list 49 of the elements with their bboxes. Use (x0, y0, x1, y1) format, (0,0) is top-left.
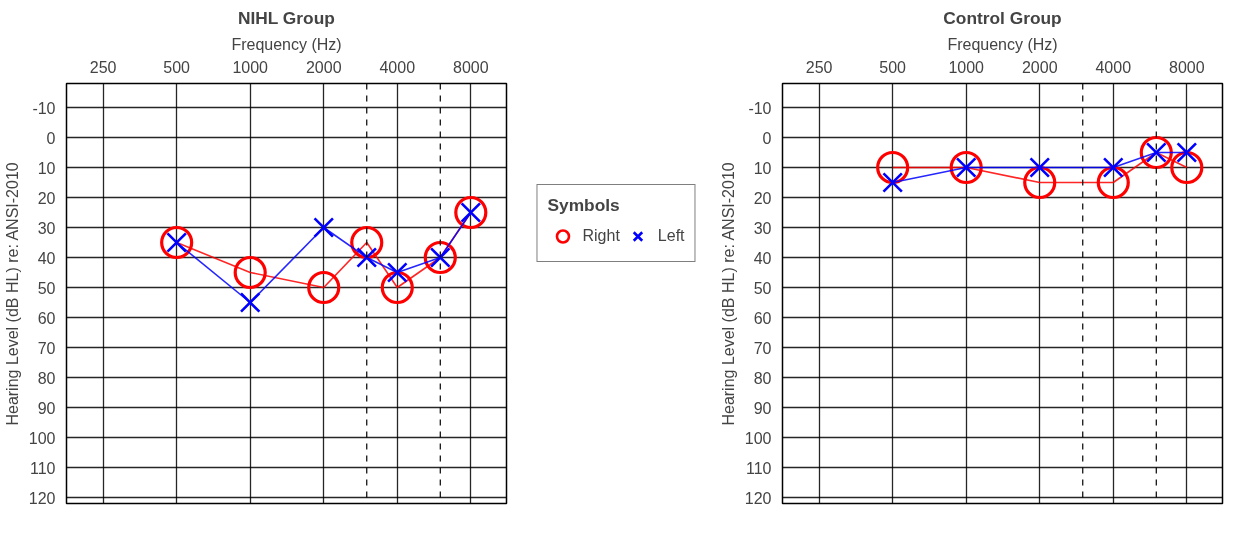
legend-label: Left (657, 226, 685, 245)
chart-title: Control Group (943, 7, 1062, 28)
x-tick-label: 500 (879, 58, 907, 76)
y-tick-label: 60 (753, 309, 772, 327)
y-tick-label: 20 (37, 189, 56, 207)
y-tick-label: 40 (753, 249, 772, 267)
x-tick-label: 500 (163, 58, 191, 76)
x-tick-label: 8000 (453, 58, 489, 76)
y-tick-label: 120 (28, 489, 56, 507)
x-tick-label: 8000 (1169, 58, 1205, 76)
x-tick-label: 2000 (1021, 58, 1058, 76)
y-tick-label: 0 (46, 129, 56, 147)
y-tick-label: 50 (753, 279, 772, 297)
y-tick-label: 70 (753, 339, 772, 357)
y-tick-label: 80 (753, 369, 772, 387)
y-axis-title: Hearing Level (dB HL) re: ANSI-2010 (3, 162, 21, 426)
y-tick-label: 100 (744, 429, 772, 447)
y-tick-label: 30 (37, 219, 56, 237)
x-tick-label: 1000 (948, 58, 985, 76)
y-tick-label: 40 (37, 249, 56, 267)
chart-title: NIHL Group (237, 7, 335, 28)
x-tick-label: 4000 (1095, 58, 1132, 76)
y-axis-title: Hearing Level (dB HL) re: ANSI-2010 (719, 162, 737, 426)
y-tick-label: 20 (753, 189, 772, 207)
x-axis-title: Frequency (Hz) (231, 35, 342, 53)
y-tick-label: 10 (37, 159, 56, 177)
x-axis-title: Frequency (Hz) (947, 35, 1058, 53)
y-tick-label: 100 (28, 429, 56, 447)
x-tick-label: 1000 (232, 58, 269, 76)
y-tick-label: 60 (37, 309, 56, 327)
y-tick-label: 10 (753, 159, 772, 177)
y-tick-label: 90 (753, 399, 772, 417)
y-tick-label: 110 (29, 459, 56, 477)
legend-title: Symbols (547, 194, 621, 216)
y-tick-label: 110 (745, 459, 772, 477)
y-tick-label: 30 (753, 219, 772, 237)
y-tick-label: 50 (37, 279, 56, 297)
legend-label: Right (582, 226, 620, 245)
x-tick-label: 2000 (305, 58, 342, 76)
y-tick-label: -10 (748, 99, 772, 117)
x-tick-label: 250 (89, 58, 117, 76)
y-tick-label: 80 (37, 369, 56, 387)
y-tick-label: 70 (37, 339, 56, 357)
y-tick-label: 0 (762, 129, 772, 147)
y-tick-label: 90 (37, 399, 56, 417)
x-tick-label: 250 (805, 58, 833, 76)
y-tick-label: 120 (744, 489, 772, 507)
y-tick-label: -10 (32, 99, 56, 117)
x-tick-label: 4000 (379, 58, 416, 76)
